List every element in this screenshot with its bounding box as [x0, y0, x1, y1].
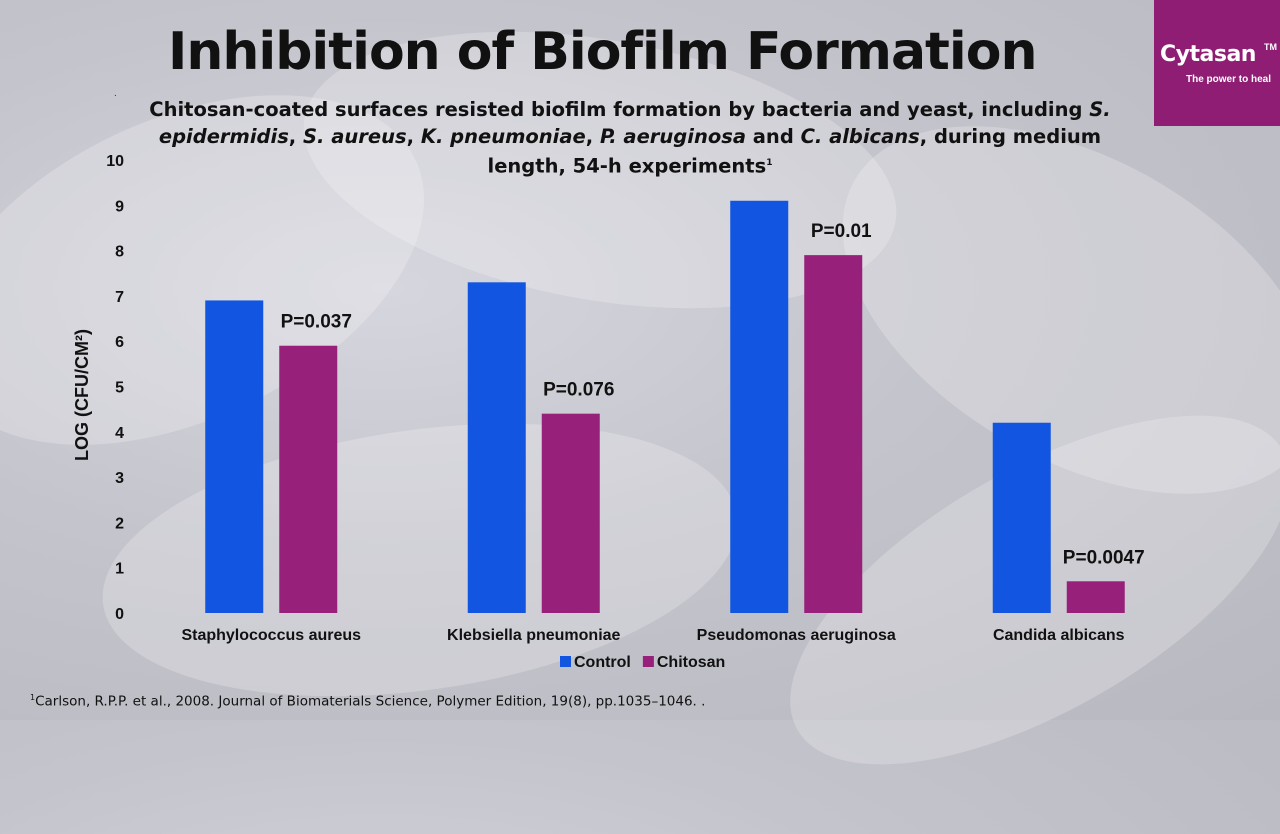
- p-value-label: P=0.076: [543, 380, 614, 401]
- footnote-reference: 1: [30, 693, 36, 702]
- logo-tagline: The power to heal: [1186, 74, 1272, 85]
- y-tick-label: 3: [115, 470, 124, 487]
- legend-swatch: [642, 656, 654, 667]
- y-tick-label: 9: [115, 198, 124, 215]
- bar-control: [992, 422, 1051, 613]
- subtitle-sep: ,: [406, 125, 421, 148]
- y-tick-label: 4: [115, 425, 124, 442]
- x-category-label: Klebsiella pneumoniae: [447, 627, 620, 644]
- bar-chitosan: [279, 345, 338, 613]
- subtitle-sep: ,: [585, 125, 600, 148]
- p-value-label: P=0.037: [281, 312, 352, 333]
- y-tick-label: 1: [115, 561, 124, 578]
- footnote: 1Carlson, R.P.P. et al., 2008. Journal o…: [30, 693, 705, 710]
- y-axis-title: LOG (CFU/CM²): [72, 329, 92, 461]
- bar-chitosan: [804, 255, 863, 613]
- species-k-pneumoniae: K. pneumoniae: [420, 125, 586, 148]
- y-tick-label: 0: [115, 606, 124, 623]
- bar-chitosan: [541, 413, 600, 613]
- footnote-text: Carlson, R.P.P. et al., 2008. Journal of…: [35, 693, 706, 710]
- subtitle-text: Chitosan-coated surfaces resisted biofil…: [149, 98, 1090, 121]
- logo-name: Cytasan: [1160, 42, 1256, 67]
- species-s-aureus: S. aureus: [303, 125, 407, 148]
- slide-title: Inhibition of Biofilm Formation: [168, 22, 1037, 82]
- x-category-label: Staphylococcus aureus: [181, 627, 361, 644]
- bar-control: [730, 200, 789, 613]
- bar-chitosan: [1066, 581, 1125, 613]
- subtitle-reference: 1: [766, 158, 773, 168]
- y-tick-label: 6: [115, 334, 124, 351]
- legend-swatch: [560, 656, 571, 667]
- subtitle-sep: ,: [288, 125, 303, 148]
- species-p-aeruginosa: P. aeruginosa: [599, 125, 746, 148]
- cytasan-logo: Cytasan TM The power to heal: [1154, 0, 1280, 126]
- species-c-albicans: C. albicans: [800, 125, 920, 148]
- y-tick-label: 8: [115, 244, 124, 261]
- bar-control: [205, 300, 264, 613]
- x-category-label: Pseudomonas aeruginosa: [697, 627, 896, 644]
- legend-label: Chitosan: [657, 654, 725, 671]
- slide-subtitle: Chitosan-coated surfaces resisted biofil…: [140, 96, 1120, 180]
- bar-control: [467, 282, 526, 613]
- y-tick-label: 7: [115, 289, 124, 306]
- slide: Inhibition of Biofilm Formation . Chitos…: [30, 0, 1280, 710]
- y-tick-label: 2: [115, 515, 124, 532]
- logo-trademark: TM: [1264, 42, 1277, 52]
- y-tick-label: 5: [115, 380, 124, 397]
- bar-chart: 0 1 2 3 4 5 6 7 8 9 10 LOG (CFU/CM²) Staphylococcus …: [72, 153, 1145, 671]
- x-category-label: Candida albicans: [993, 627, 1125, 644]
- legend-label: Control: [574, 654, 631, 671]
- species-s-epidermidis: S. epidermidis: [158, 98, 1111, 148]
- y-tick-label: 10: [106, 153, 124, 170]
- p-value-label: P=0.01: [811, 221, 872, 242]
- subtitle-text-end: , during medium length, 54-h experiments: [487, 125, 1102, 178]
- stray-dot: .: [114, 88, 117, 99]
- subtitle-sep: and: [745, 125, 801, 148]
- p-value-label: P=0.0047: [1063, 547, 1145, 568]
